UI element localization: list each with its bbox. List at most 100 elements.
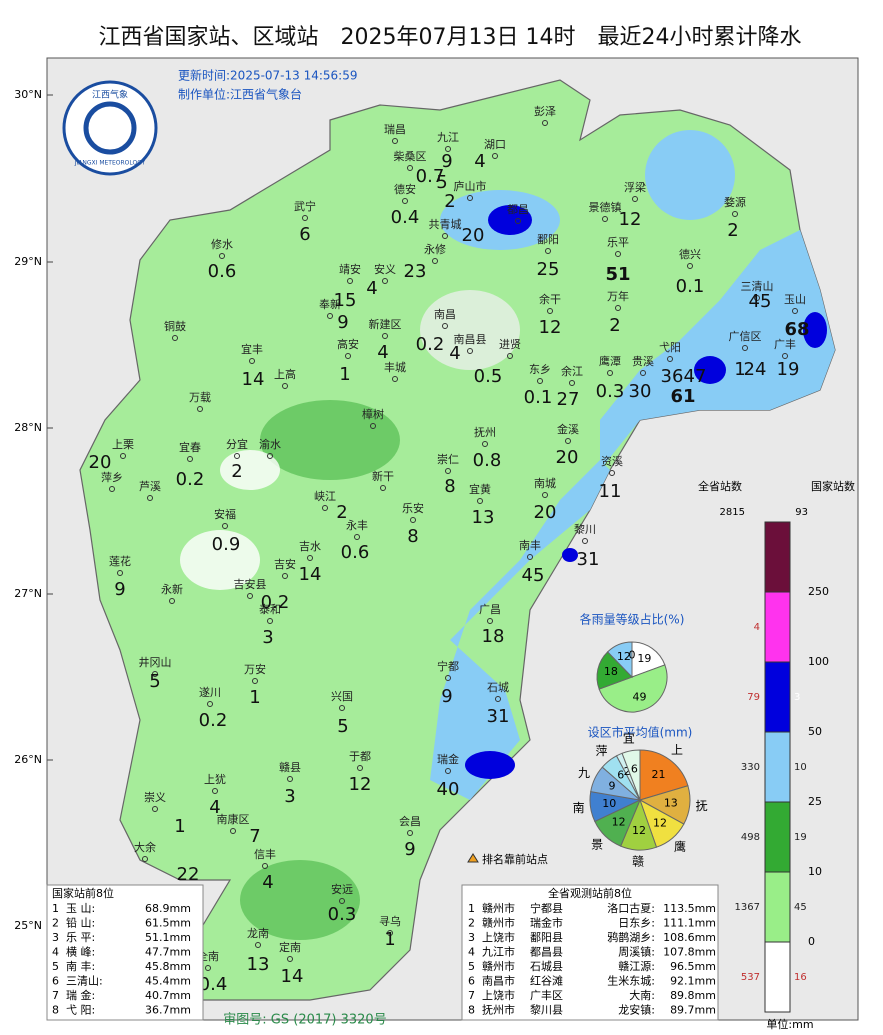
station-dot: [492, 153, 498, 159]
amount: 4: [366, 278, 377, 299]
table-cell: 三清山:: [66, 975, 103, 988]
amount: 0.2: [416, 334, 445, 355]
station-dot: [410, 517, 416, 523]
table-cell: 瑞 金:: [66, 988, 95, 1002]
rain-area: [645, 130, 735, 220]
table-cell: 47.7mm: [145, 946, 191, 959]
station-dot: [392, 138, 398, 144]
place-name: 渝水: [259, 437, 281, 451]
station-dot: [147, 495, 153, 501]
table-cell: 2: [468, 917, 475, 930]
amount: 14: [299, 564, 322, 585]
station-dot: [382, 278, 388, 284]
table-cell: 南昌市: [482, 974, 515, 988]
table-cell: 3: [52, 931, 59, 944]
pie-name: 赣: [632, 854, 644, 868]
amount: 0.2: [261, 592, 290, 613]
amount: 0.4: [391, 207, 420, 228]
pie-value: 12: [612, 815, 626, 828]
amount: 0.9: [212, 534, 241, 555]
amount: 5: [149, 671, 160, 692]
amount: 14: [281, 966, 304, 987]
station-dot: [569, 380, 575, 386]
amount: 9: [404, 839, 415, 860]
station-dot: [542, 120, 548, 126]
station-dot: [327, 313, 333, 319]
table-cell: 6: [468, 975, 475, 988]
place-name: 浮梁: [624, 180, 646, 194]
table-cell: 111.1mm: [663, 917, 716, 930]
table-title: 国家站前8位: [52, 886, 114, 900]
table-cell: 抚州市: [482, 1003, 515, 1017]
legend-box: [764, 731, 791, 803]
station-dot: [322, 505, 328, 511]
place-name: 龙南: [247, 927, 269, 940]
legend: 全省站数 国家站数 2815 93 4 79 3 330 10 498 19 1367 45 537 16 2…: [698, 479, 855, 1031]
table-cell: 黎川县: [530, 1003, 563, 1017]
amount: 5: [436, 172, 447, 193]
station-dot: [172, 335, 178, 341]
amount: 20: [89, 452, 112, 473]
place-name: 贵溪: [632, 355, 654, 368]
rain-areas: [180, 130, 835, 940]
amount: 0.6: [341, 542, 370, 563]
amount: 2: [444, 191, 455, 212]
station-dot: [507, 353, 513, 359]
place-name: 永新: [161, 582, 183, 596]
province-shape: [79, 79, 836, 1001]
place-name: 宁都: [437, 659, 459, 673]
place-name: 广信区: [729, 330, 762, 343]
station-dot: [267, 453, 273, 459]
station-dot: [615, 305, 621, 311]
place-name: 广昌: [479, 603, 501, 616]
rain-area: [430, 460, 610, 800]
place-name: 玉山: [784, 293, 806, 306]
place-name: 泰和: [259, 602, 281, 616]
amount: 2: [727, 220, 738, 241]
station-dot: [302, 215, 308, 221]
station-dot: [354, 534, 360, 540]
place-name: 武宁: [294, 199, 316, 213]
pie-value: 18: [604, 665, 618, 678]
place-name: 鹰潭: [599, 354, 621, 368]
place-name: 德兴: [679, 247, 701, 261]
table-cell: 36.7mm: [145, 1004, 191, 1017]
legend-header: 全省站数: [698, 479, 742, 493]
amount: 4: [209, 797, 220, 818]
rain-core: [488, 205, 532, 235]
place-name: 兴国: [331, 690, 353, 703]
table-cell: 横 峰:: [66, 945, 95, 959]
table-cell: 九江市: [482, 945, 515, 959]
table-cell: 1: [52, 902, 59, 915]
table-cell: 7: [52, 989, 59, 1002]
amount: 3: [262, 627, 273, 648]
station-dot: [545, 248, 551, 254]
table-cell: 2: [52, 917, 59, 930]
table-cell: 1: [468, 902, 475, 915]
legend-threshold: 25: [808, 795, 822, 808]
place-name: 余干: [539, 292, 561, 306]
amount: 0.8: [473, 450, 502, 471]
marker-icon: [467, 853, 479, 863]
pie-value: 10: [602, 797, 616, 810]
station-dot: [230, 828, 236, 834]
place-name: 万安: [244, 662, 266, 676]
pie-slice: [606, 641, 633, 679]
pie-title: 设区市平均值(mm): [588, 725, 693, 740]
pie-name: 上: [671, 743, 683, 757]
place-name: 安义: [374, 262, 396, 276]
table-cell: 洛口古夏:: [607, 901, 655, 915]
station-dot: [582, 538, 588, 544]
amount: 0.7: [416, 166, 445, 187]
table-cell: 弋 阳:: [66, 1004, 95, 1017]
station-dot: [152, 806, 158, 812]
amount: 47: [684, 366, 707, 387]
place-name: 广丰: [774, 338, 796, 351]
dry-area: [180, 530, 260, 590]
place-name: 丰城: [384, 361, 406, 374]
station-dot: [109, 486, 115, 492]
place-name: 宜春: [179, 440, 201, 454]
place-name: 南昌县: [454, 333, 487, 346]
place-name: 吉安: [274, 557, 296, 571]
place-name: 瑞昌: [384, 122, 406, 136]
